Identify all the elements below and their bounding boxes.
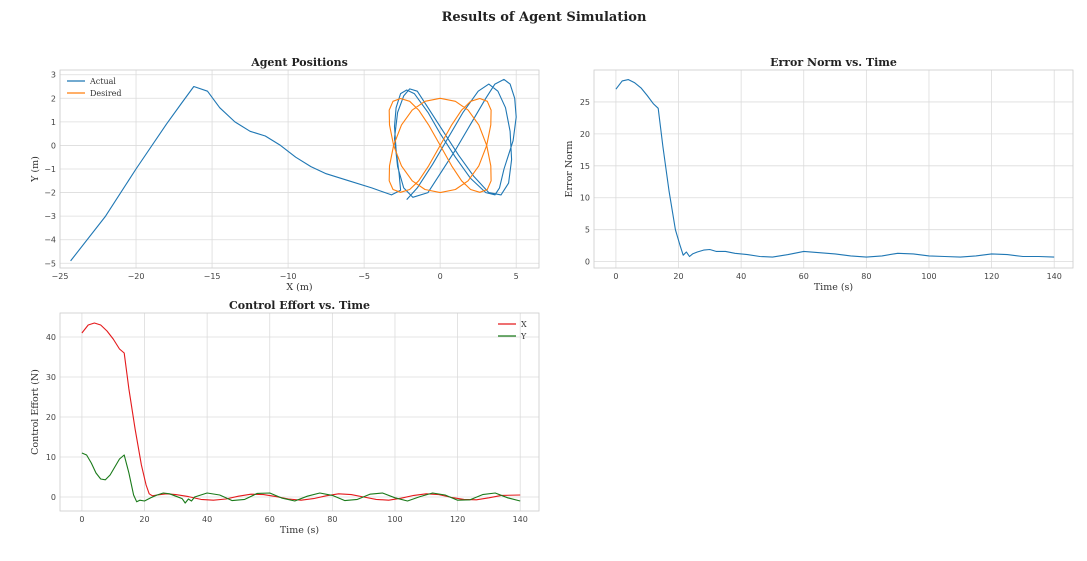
- agent-positions-axes-frame: [59, 69, 540, 269]
- error-norm-x-tick-label: 100: [921, 272, 936, 281]
- figure-suptitle: Results of Agent Simulation: [442, 10, 647, 25]
- error-norm-axes-frame: [593, 69, 1074, 269]
- control-effort-plot-area: [60, 313, 539, 511]
- error-norm-series-line: [615, 79, 1055, 258]
- error-norm-x-tick-label: 140: [1047, 272, 1062, 281]
- error-norm-y-tick-label: 5: [585, 226, 590, 235]
- agent-positions-x-tick-label: −10: [280, 272, 297, 281]
- control-effort-chart: 0 20 40 60 80 100 120 140 0 10 20 30 40 Control Effor…: [30, 299, 540, 536]
- agent-positions-y-tick-label: 1: [51, 118, 56, 127]
- agent-positions-y-tick-label: −1: [44, 165, 56, 174]
- error-norm-x-tick-label: 20: [673, 272, 683, 281]
- agent-positions-x-tick-label: −15: [204, 272, 221, 281]
- agent-positions-y-tick-label: −4: [44, 236, 56, 245]
- error-norm-x-tick-label: 40: [736, 272, 746, 281]
- control-effort-x-line: [81, 322, 521, 501]
- error-norm-chart: 0 20 40 60 80 100 120 140 0 5 10 15 20 25 Error Norm v…: [564, 56, 1074, 293]
- control-effort-title: Control Effort vs. Time: [229, 299, 370, 312]
- error-norm-y-tick-label: 10: [580, 194, 590, 203]
- control-effort-x-tick-label: 120: [450, 515, 465, 524]
- agent-positions-y-tick-label: −3: [44, 212, 56, 221]
- agent-positions-legend-label: Desired: [90, 89, 122, 98]
- control-effort-x-tick-label: 80: [327, 515, 337, 524]
- agent-positions-x-tick-label: −25: [52, 272, 69, 281]
- agent-positions-y-tick-label: 0: [51, 141, 56, 150]
- control-effort-x-tick-label: 140: [513, 515, 528, 524]
- agent-positions-desired-line: [388, 97, 492, 194]
- error-norm-x-tick-label: 120: [984, 272, 999, 281]
- error-norm-y-tick-label: 15: [580, 162, 590, 171]
- agent-positions-y-tick-label: 3: [51, 71, 56, 80]
- control-effort-y-axis-label: Control Effort (N): [30, 369, 41, 455]
- control-effort-x-tick-label: 20: [139, 515, 149, 524]
- error-norm-x-tick-label: 60: [799, 272, 809, 281]
- control-effort-x-tick-label: 0: [79, 515, 84, 524]
- error-norm-x-axis-label: Time (s): [814, 282, 853, 293]
- agent-positions-y-tick-label: 2: [51, 94, 56, 103]
- control-effort-axes-frame: [59, 312, 540, 512]
- control-effort-y-tick-label: 40: [46, 333, 56, 342]
- error-norm-plot-area: [594, 70, 1073, 268]
- control-effort-y-tick-label: 30: [46, 373, 56, 382]
- error-norm-y-tick-label: 20: [580, 130, 590, 139]
- agent-positions-x-tick-label: 5: [514, 272, 519, 281]
- control-effort-y-tick-label: 0: [51, 493, 56, 502]
- agent-positions-y-tick-label: −5: [44, 259, 56, 268]
- control-effort-y-tick-label: 20: [46, 413, 56, 422]
- control-effort-legend-label: X: [521, 320, 527, 329]
- error-norm-y-tick-label: 0: [585, 258, 590, 267]
- error-norm-y-axis-label: Error Norm: [564, 141, 575, 198]
- control-effort-x-tick-label: 40: [202, 515, 212, 524]
- error-norm-title: Error Norm vs. Time: [770, 56, 897, 69]
- control-effort-x-axis-label: Time (s): [280, 525, 319, 536]
- agent-positions-x-tick-label: −5: [358, 272, 370, 281]
- control-effort-y-line: [81, 452, 521, 504]
- agent-positions-x-tick-label: 0: [438, 272, 443, 281]
- control-effort-x-tick-label: 100: [387, 515, 402, 524]
- agent-positions-title: Agent Positions: [250, 56, 348, 69]
- error-norm-y-tick-label: 25: [580, 98, 590, 107]
- error-norm-x-tick-label: 80: [861, 272, 871, 281]
- agent-positions-x-tick-label: −20: [128, 272, 145, 281]
- agent-positions-x-axis-label: X (m): [286, 282, 312, 293]
- error-norm-x-tick-label: 0: [613, 272, 618, 281]
- control-effort-x-tick-label: 60: [265, 515, 275, 524]
- agent-positions-legend-label: Actual: [89, 77, 116, 86]
- control-effort-y-tick-label: 10: [46, 453, 56, 462]
- control-effort-legend-label: Y: [520, 332, 527, 341]
- agent-positions-y-tick-label: −2: [44, 189, 56, 198]
- agent-positions-y-axis-label: Y (m): [30, 156, 41, 183]
- agent-positions-actual-line: [70, 78, 517, 262]
